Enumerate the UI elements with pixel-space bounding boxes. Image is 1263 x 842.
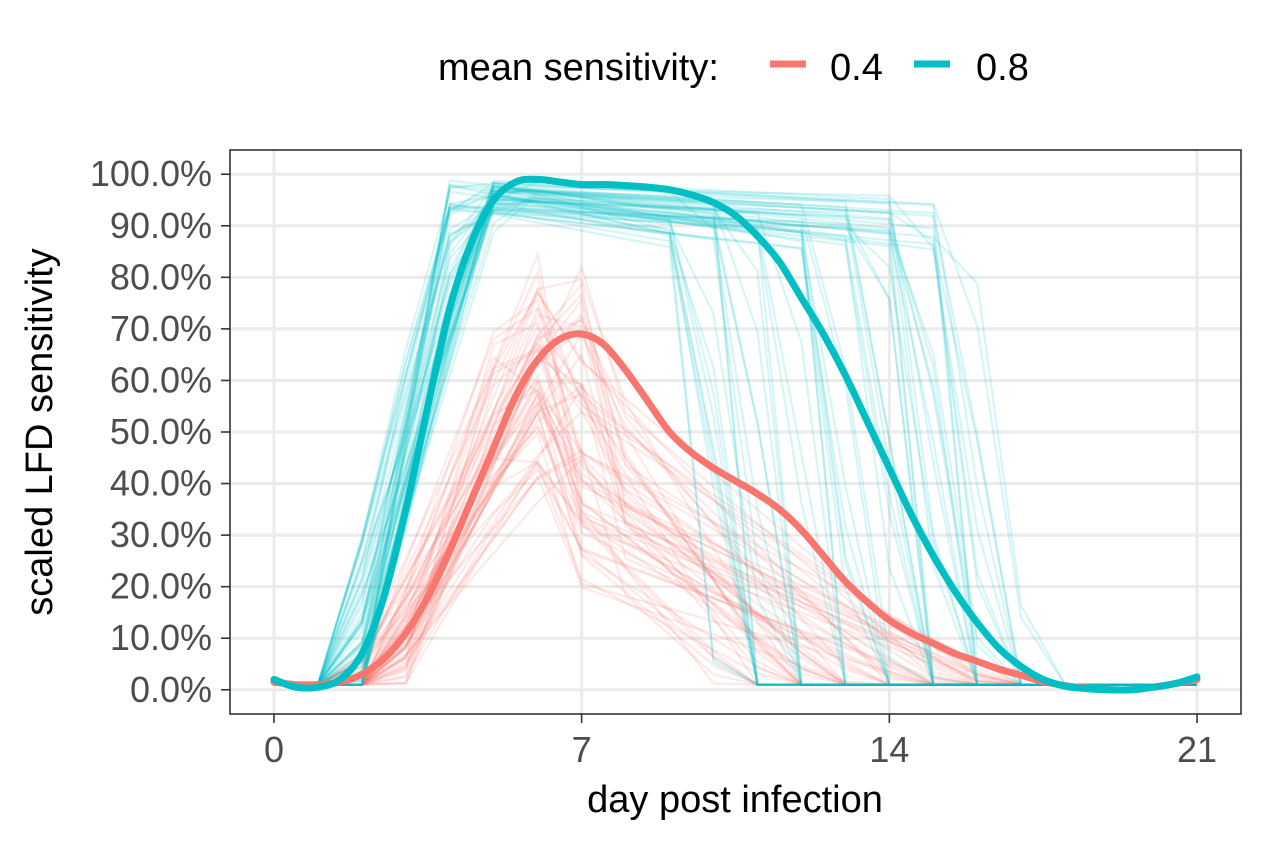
legend: mean sensitivity: 0.4 0.8 [438, 47, 1029, 89]
x-axis: 0 7 14 21 [264, 714, 1217, 770]
legend-label-0-4: 0.4 [830, 47, 883, 89]
y-tick-label: 100.0% [90, 153, 212, 194]
y-tick-label: 60.0% [110, 359, 212, 400]
simulation-trace [274, 181, 1197, 686]
legend-title: mean sensitivity: [438, 47, 719, 89]
y-tick-label: 0.0% [130, 669, 212, 710]
y-tick-label: 80.0% [110, 256, 212, 297]
x-tick-label: 0 [264, 729, 284, 770]
y-gridlines [230, 172, 1241, 692]
y-tick-label: 70.0% [110, 308, 212, 349]
series-line-0-8 [270, 175, 1201, 694]
y-axis: 0.0% 10.0% 20.0% 30.0% 40.0% 50.0% 60.0% 70.0% 8… [90, 153, 230, 710]
mean-series-lines [270, 175, 1201, 694]
y-tick-label: 50.0% [110, 411, 212, 452]
y-tick-label: 40.0% [110, 463, 212, 504]
x-tick-label: 14 [869, 729, 909, 770]
y-tick-label: 90.0% [110, 205, 212, 246]
y-tick-label: 30.0% [110, 514, 212, 555]
y-axis-title: scaled LFD sensitivity [19, 248, 61, 615]
x-axis-title: day post infection [587, 779, 883, 821]
x-tick-label: 7 [572, 729, 592, 770]
legend-label-0-8: 0.8 [976, 47, 1029, 89]
x-tick-label: 21 [1177, 729, 1217, 770]
y-tick-label: 10.0% [110, 617, 212, 658]
y-tick-label: 20.0% [110, 566, 212, 607]
